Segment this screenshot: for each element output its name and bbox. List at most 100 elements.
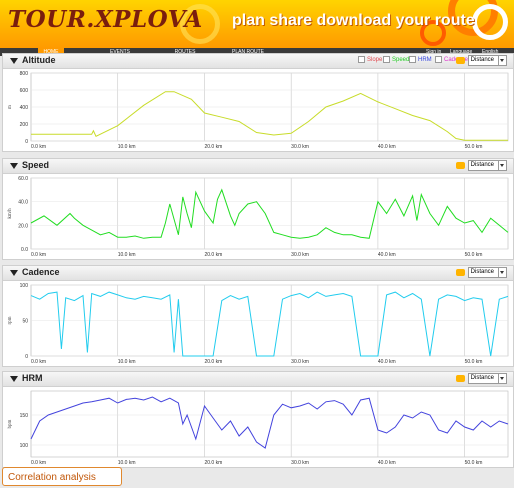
y-tick-label: 150 <box>20 413 29 419</box>
zoom-icon[interactable] <box>455 57 465 64</box>
y-tick-label: 200 <box>20 122 29 128</box>
cadence-chart: 0.0 km 10.0 km 20.0 km 30.0 km 40.0 km 50.0 k… <box>8 283 509 365</box>
x-tick-label: 40.0 km <box>378 252 396 258</box>
checkbox-icon[interactable] <box>409 56 416 63</box>
x-tick-label: 10.0 km <box>118 460 136 466</box>
x-tick-label: 30.0 km <box>291 144 309 150</box>
x-tick-label: 10.0 km <box>118 359 136 365</box>
nav-home[interactable]: HOME <box>38 48 64 56</box>
y-tick-label: 600 <box>20 88 29 94</box>
decor-circle <box>472 4 508 40</box>
y-tick-label: 100 <box>20 443 29 449</box>
panel-header: HRM Distance <box>3 372 513 387</box>
panel-header: Altitude Slope Speed HRM Cadence Distanc… <box>3 54 513 69</box>
y-axis-label: bpm <box>8 419 13 428</box>
nav-language[interactable]: Language <box>450 49 473 55</box>
hrm-panel: HRM Distance 0.0 km 10.0 km 20.0 km 30.0 km… <box>2 371 514 468</box>
nav-plan-route[interactable]: PLAN ROUTE <box>232 49 264 55</box>
x-tick-label: 20.0 km <box>204 460 222 466</box>
panel-header: Cadence Distance <box>3 266 513 281</box>
speed-panel: Speed Distance 0.0 km 10.0 km 20.0 km 30.0 … <box>2 158 514 260</box>
y-tick-label: 50 <box>22 319 28 325</box>
x-tick-label: 40.0 km <box>378 460 396 466</box>
collapse-triangle-icon[interactable] <box>10 58 18 64</box>
altitude-panel: Altitude Slope Speed HRM Cadence Distanc… <box>2 53 514 152</box>
x-tick-label: 0.0 km <box>31 460 46 466</box>
nav-sign-in[interactable]: Sign in <box>426 49 442 55</box>
x-tick-label: 40.0 km <box>378 359 396 365</box>
chevron-down-icon <box>498 374 506 383</box>
axis-select[interactable]: Distance <box>467 55 507 66</box>
x-tick-label: 30.0 km <box>291 359 309 365</box>
cadence-panel: Cadence Distance 0.0 km 10.0 km 20.0 km 30.… <box>2 265 514 367</box>
y-tick-label: 60.0 <box>18 176 28 182</box>
x-tick-label: 50.0 km <box>465 460 483 466</box>
site-logo[interactable]: TOUR.XPLOVA <box>8 6 203 33</box>
altitude-chart: 0.0 km 10.0 km 20.0 km 30.0 km 40.0 km 50.0 k… <box>8 71 509 150</box>
nav-language-english[interactable]: English <box>482 49 499 55</box>
y-tick-label: 0 <box>25 354 28 360</box>
x-tick-label: 0.0 km <box>31 144 46 150</box>
y-tick-label: 20.0 <box>18 223 28 229</box>
x-tick-label: 20.0 km <box>204 252 222 258</box>
x-tick-label: 30.0 km <box>291 460 309 466</box>
speed-chart: 0.0 km 10.0 km 20.0 km 30.0 km 40.0 km 50.0 k… <box>8 176 509 258</box>
x-tick-label: 20.0 km <box>204 359 222 365</box>
panel-title: HRM <box>22 373 43 383</box>
y-axis-label: m <box>8 105 13 109</box>
panel-title: Cadence <box>22 267 60 277</box>
site-slogan: plan share download your route <box>232 12 475 29</box>
x-tick-label: 10.0 km <box>118 252 136 258</box>
y-axis-label: km/h <box>8 208 13 219</box>
nav-events[interactable]: EVENTS <box>109 49 130 55</box>
series-line <box>31 91 508 141</box>
collapse-triangle-icon[interactable] <box>10 376 18 382</box>
x-tick-label: 50.0 km <box>465 144 483 150</box>
axis-controls: Distance <box>455 373 507 384</box>
decor-circle <box>180 4 220 44</box>
axis-select[interactable]: Distance <box>467 373 507 384</box>
checkbox-icon[interactable] <box>435 56 442 63</box>
x-tick-label: 30.0 km <box>291 252 309 258</box>
panel-header: Speed Distance <box>3 159 513 174</box>
zoom-icon[interactable] <box>455 162 465 169</box>
legend-hrm[interactable]: HRM <box>409 56 432 65</box>
plot-frame <box>30 390 509 458</box>
axis-controls: Distance <box>455 55 507 66</box>
x-tick-label: 50.0 km <box>465 359 483 365</box>
zoom-icon[interactable] <box>455 375 465 382</box>
plot-frame <box>30 177 509 250</box>
decor-circle <box>420 20 446 46</box>
x-tick-label: 0.0 km <box>31 359 46 365</box>
y-tick-label: 0 <box>25 139 28 145</box>
zoom-icon[interactable] <box>455 269 465 276</box>
x-tick-label: 40.0 km <box>378 144 396 150</box>
collapse-triangle-icon[interactable] <box>10 163 18 169</box>
series-line <box>30 291 509 357</box>
x-tick-label: 20.0 km <box>204 144 222 150</box>
series-line <box>30 396 509 449</box>
checkbox-icon[interactable] <box>358 56 365 63</box>
site-banner: TOUR.XPLOVA plan share download your rou… <box>0 0 514 48</box>
checkbox-icon[interactable] <box>383 56 390 63</box>
y-axis-label: rpm <box>8 316 13 324</box>
legend-speed[interactable]: Speed <box>383 56 409 65</box>
y-tick-label: 100 <box>20 283 29 289</box>
y-tick-label: 400 <box>20 105 29 111</box>
legend-slope[interactable]: Slope <box>358 56 382 65</box>
panel-title: Speed <box>22 160 50 170</box>
correlation-analysis-button[interactable]: Correlation analysis <box>2 467 122 486</box>
axis-select[interactable]: Distance <box>467 160 507 171</box>
collapse-triangle-icon[interactable] <box>10 270 18 276</box>
axis-controls: Distance <box>455 160 507 171</box>
x-tick-label: 10.0 km <box>118 144 136 150</box>
y-tick-label: 0.0 <box>21 247 28 253</box>
axis-controls: Distance <box>455 267 507 278</box>
panel-title: Altitude <box>22 55 56 65</box>
axis-select[interactable]: Distance <box>467 267 507 278</box>
hrm-chart: 0.0 km 10.0 km 20.0 km 30.0 km 40.0 km 50.0 k… <box>8 390 509 466</box>
series-line <box>30 188 509 239</box>
y-tick-label: 40.0 <box>18 200 28 206</box>
x-tick-label: 0.0 km <box>31 252 46 258</box>
nav-routes[interactable]: ROUTES <box>174 49 196 55</box>
